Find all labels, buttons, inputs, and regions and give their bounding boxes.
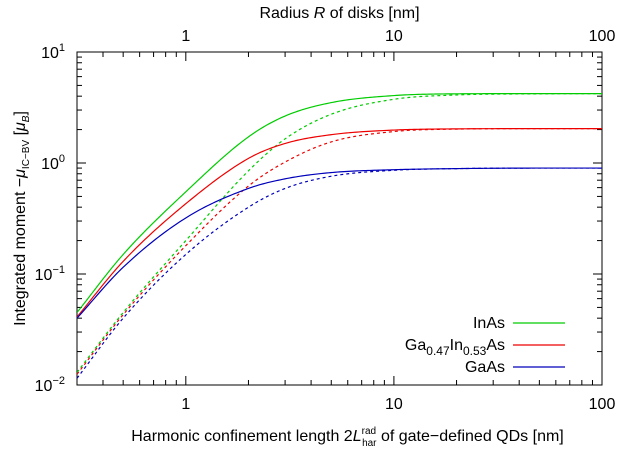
top-tick-label: 1 — [181, 28, 190, 45]
x-tick-label: 1 — [181, 396, 190, 413]
top-axis-title: Radius R of disks [nm] — [259, 5, 419, 22]
x-tick-label: 10 — [385, 396, 403, 413]
series-ga0-47in0-53as-dashed — [77, 128, 602, 375]
x-axis-title: Harmonic confinement length 2Lrad har of … — [131, 426, 563, 449]
top-tick-label: 100 — [589, 28, 616, 45]
legend-label: InAs — [473, 315, 505, 332]
legend-label: Ga0.47In0.53As — [405, 337, 505, 358]
series-gaas-dashed — [77, 167, 602, 379]
top-tick-label: 10 — [385, 28, 403, 45]
y-axis-title: Integrated moment −μIC−BV [μB] — [12, 111, 32, 326]
y-tick-label: 100 — [41, 153, 65, 173]
y-tick-label: 10−1 — [35, 264, 65, 284]
series-ga0-47in0-53as-solid — [77, 128, 602, 318]
y-tick-label: 101 — [41, 42, 65, 62]
x-tick-label: 100 — [589, 396, 616, 413]
legend-label: GaAs — [465, 359, 505, 376]
series-inas-solid — [77, 92, 602, 313]
series-inas-dashed — [77, 92, 602, 373]
y-tick-label: 10−2 — [35, 375, 65, 395]
plot-frame — [76, 51, 603, 386]
series-gaas-solid — [77, 167, 602, 319]
